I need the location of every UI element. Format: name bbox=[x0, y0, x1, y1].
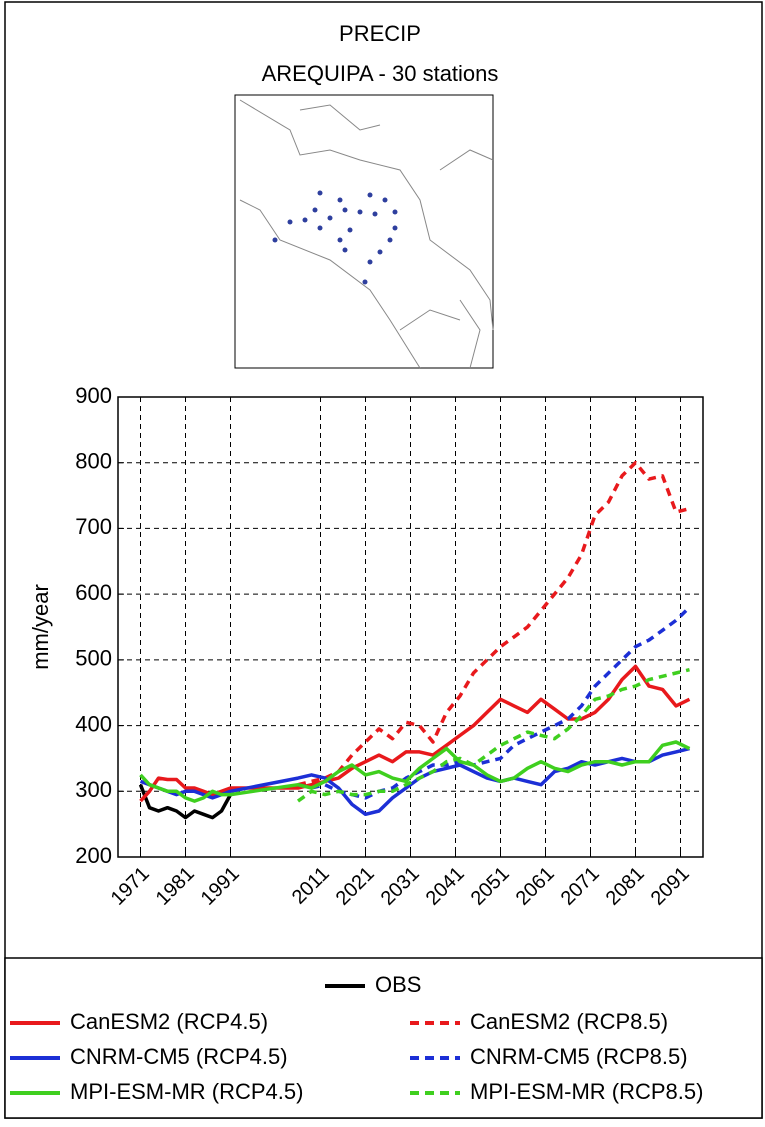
series-line bbox=[139, 664, 691, 803]
y-tick-label: 700 bbox=[75, 514, 112, 539]
legend-label: MPI-ESM-MR (RCP8.5) bbox=[470, 1079, 703, 1104]
y-tick-label: 800 bbox=[75, 449, 112, 474]
legend-label: MPI-ESM-MR (RCP4.5) bbox=[70, 1079, 303, 1104]
chart-title: PRECIP bbox=[339, 21, 421, 46]
series-line bbox=[138, 784, 233, 820]
station-map bbox=[234, 94, 494, 369]
series-line bbox=[139, 740, 691, 803]
y-tick-label: 600 bbox=[75, 580, 112, 605]
plot-frame bbox=[117, 396, 704, 858]
y-tick-label: 900 bbox=[75, 383, 112, 408]
chart-subtitle: AREQUIPA - 30 stations bbox=[262, 61, 499, 86]
legend-label: CanESM2 (RCP8.5) bbox=[470, 1009, 668, 1034]
legend-label: CanESM2 (RCP4.5) bbox=[70, 1009, 268, 1034]
legend-label: CNRM-CM5 (RCP8.5) bbox=[470, 1044, 688, 1069]
y-tick-label: 500 bbox=[75, 646, 112, 671]
y-tick-label: 400 bbox=[75, 711, 112, 736]
legend-label: CNRM-CM5 (RCP4.5) bbox=[70, 1044, 288, 1069]
series-line bbox=[296, 668, 690, 803]
legend-label: OBS bbox=[375, 972, 421, 997]
legend-frame bbox=[4, 957, 763, 1119]
y-tick-label: 200 bbox=[75, 843, 112, 868]
legend: OBS CanESM2 (RCP4.5) CanESM2 (RCP8.5) CNRM-… bbox=[4, 957, 763, 1119]
series-line bbox=[297, 460, 690, 787]
y-axis-label: mm/year bbox=[28, 584, 53, 670]
y-tick-label: 300 bbox=[75, 777, 112, 802]
